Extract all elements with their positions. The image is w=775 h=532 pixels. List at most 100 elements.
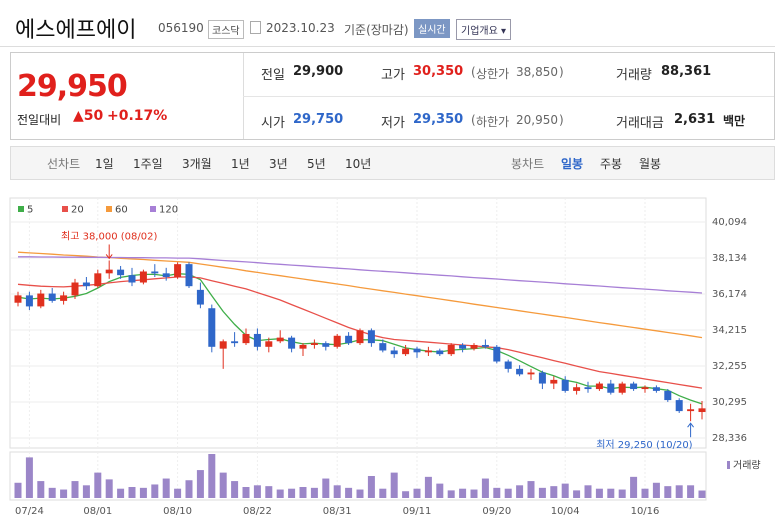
annotation-label: 최고 38,000 (08/02) xyxy=(61,230,157,242)
candle-body xyxy=(37,293,45,307)
period-tab[interactable]: 3년 xyxy=(269,157,288,171)
candle-body xyxy=(675,400,683,412)
quote-note-value: 38,850 xyxy=(516,65,558,79)
candle-body xyxy=(356,330,364,344)
plot-border xyxy=(9,197,707,449)
candle-body xyxy=(105,269,113,274)
legend-swatch xyxy=(150,206,156,212)
period-tab[interactable]: 1주일 xyxy=(133,157,163,171)
y-tick-label: 28,336 xyxy=(712,433,747,444)
y-tick-label: 34,215 xyxy=(712,325,747,336)
quote-label: 거래량 xyxy=(616,68,652,83)
candle-body xyxy=(493,346,501,362)
candle-body xyxy=(242,333,250,344)
volume-bar xyxy=(185,480,193,498)
volume-bar xyxy=(630,476,638,498)
volume-bar xyxy=(37,481,45,498)
quote-label: 전일 xyxy=(261,68,285,83)
period-tab[interactable]: 10년 xyxy=(345,157,372,171)
candle-body xyxy=(367,330,375,344)
quote-value: 29,750 xyxy=(293,112,344,127)
volume-bar xyxy=(595,488,603,498)
period-tab[interactable]: 1년 xyxy=(231,157,250,171)
volume-bar xyxy=(128,487,136,498)
candle-body xyxy=(390,350,398,355)
volume-bar xyxy=(345,487,353,498)
quote-value: 2,631 xyxy=(674,112,716,127)
volume-bar xyxy=(664,486,672,498)
volume-bar xyxy=(436,483,444,498)
candle-body xyxy=(231,341,239,344)
candle-body xyxy=(607,383,615,393)
quote-box: 29,950 전일대비 ▲50 +0.17% 전일 29,900 고가 30,350 (… xyxy=(10,52,775,140)
quote-value: 29,900 xyxy=(293,64,344,79)
y-tick-label: 32,255 xyxy=(712,361,747,372)
tab-bar: 선차트 1일 1주일 3개월 1년 3년 5년 10년 봉차트 일봉 주봉 월봉 xyxy=(10,146,775,180)
volume-bar xyxy=(641,488,649,498)
x-tick-label: 07/24 xyxy=(15,506,44,517)
volume-bar xyxy=(174,488,182,498)
period-tab[interactable]: 3개월 xyxy=(182,157,212,171)
tab-label: 봉차트 xyxy=(511,157,545,171)
volume-bar xyxy=(299,487,307,498)
candle-body xyxy=(310,343,318,345)
y-tick-label: 40,094 xyxy=(712,217,747,228)
volume-legend-swatch xyxy=(727,461,730,469)
period-tab[interactable]: 1일 xyxy=(95,157,114,171)
y-tick-label: 36,174 xyxy=(712,289,747,300)
candle-body xyxy=(573,387,581,391)
legend-label: 5 xyxy=(27,205,33,216)
candle-tab[interactable]: 월봉 xyxy=(639,157,662,171)
candle-body xyxy=(253,333,261,347)
period-tab[interactable]: 5년 xyxy=(307,157,326,171)
volume-bar xyxy=(561,483,569,498)
candle-body xyxy=(71,282,79,296)
candle-body xyxy=(481,344,489,347)
x-tick-label: 08/10 xyxy=(163,506,192,517)
candle-body xyxy=(14,295,22,303)
company-info-button[interactable]: 기업개요 ▾ xyxy=(456,19,512,40)
candle-body xyxy=(117,269,125,276)
change-label: 전일대비 xyxy=(17,113,62,127)
volume-bar xyxy=(675,485,683,498)
candle-body xyxy=(94,273,102,287)
volume-bar xyxy=(493,487,501,498)
candle-body xyxy=(288,337,296,349)
candle-body xyxy=(687,409,695,412)
tab-label: 선차트 xyxy=(47,157,81,171)
candle-body xyxy=(424,350,432,353)
price: 29,950 xyxy=(17,69,128,104)
change-value: 50 xyxy=(83,108,104,124)
candle-body xyxy=(652,387,660,391)
candle-body xyxy=(698,408,706,413)
volume-bar xyxy=(413,488,421,498)
volume-bar xyxy=(48,487,56,498)
volume-legend-label: 거래량 xyxy=(733,460,761,472)
volume-bar xyxy=(447,490,455,498)
candle-body xyxy=(139,271,147,283)
candle-body xyxy=(595,383,603,390)
candle-body xyxy=(265,341,273,347)
volume-bar xyxy=(82,485,90,498)
volume-bar xyxy=(94,472,102,498)
volume-bar xyxy=(379,488,387,498)
realtime-button[interactable]: 실시간 xyxy=(414,19,450,38)
quote-note: ) xyxy=(559,113,564,127)
volume-bar xyxy=(356,489,364,498)
quote-label: 저가 xyxy=(381,116,405,131)
quote-note: ( xyxy=(471,65,476,79)
header: 에스에프에이 056190 코스닥 2023.10.23 기준(장마감) 실시간… xyxy=(0,0,775,47)
candle-tab[interactable]: 주봉 xyxy=(600,157,623,171)
candle-body xyxy=(174,264,182,278)
volume-bar xyxy=(60,489,68,498)
change: ▲50 xyxy=(73,108,104,124)
candle-body xyxy=(333,335,341,347)
volume-bar xyxy=(698,490,706,498)
volume-bar xyxy=(14,482,22,498)
candle-tab[interactable]: 일봉 xyxy=(561,157,584,171)
candle-body xyxy=(276,337,284,342)
annotation-label: 최저 29,250 (10/20) xyxy=(596,439,692,451)
quote-note-label: 상한가 xyxy=(476,67,510,81)
candle-body xyxy=(322,343,330,347)
